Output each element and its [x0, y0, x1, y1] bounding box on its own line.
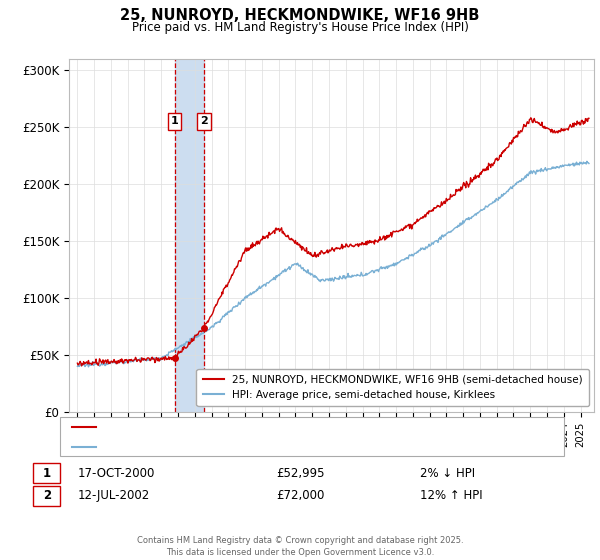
- Legend: 25, NUNROYD, HECKMONDWIKE, WF16 9HB (semi-detached house), HPI: Average price, s: 25, NUNROYD, HECKMONDWIKE, WF16 9HB (sem…: [196, 368, 589, 407]
- Text: 2: 2: [200, 116, 208, 127]
- Text: 25, NUNROYD, HECKMONDWIKE, WF16 9HB: 25, NUNROYD, HECKMONDWIKE, WF16 9HB: [121, 8, 479, 24]
- Text: 1: 1: [43, 466, 51, 480]
- Text: 2: 2: [43, 489, 51, 502]
- Bar: [175, 59, 203, 412]
- Text: Contains HM Land Registry data © Crown copyright and database right 2025.
This d: Contains HM Land Registry data © Crown c…: [137, 536, 463, 557]
- Text: 12-JUL-2002: 12-JUL-2002: [78, 489, 150, 502]
- Text: 17-OCT-2000: 17-OCT-2000: [78, 466, 155, 480]
- Text: Price paid vs. HM Land Registry's House Price Index (HPI): Price paid vs. HM Land Registry's House …: [131, 21, 469, 34]
- Text: 25, NUNROYD, HECKMONDWIKE, WF16 9HB (semi-detached house): 25, NUNROYD, HECKMONDWIKE, WF16 9HB (sem…: [102, 422, 452, 432]
- Text: £72,000: £72,000: [276, 489, 325, 502]
- Text: HPI: Average price, semi-detached house, Kirklees: HPI: Average price, semi-detached house,…: [102, 442, 365, 452]
- Text: 1: 1: [170, 116, 178, 127]
- Text: 12% ↑ HPI: 12% ↑ HPI: [420, 489, 482, 502]
- Text: £52,995: £52,995: [276, 466, 325, 480]
- Text: 2% ↓ HPI: 2% ↓ HPI: [420, 466, 475, 480]
